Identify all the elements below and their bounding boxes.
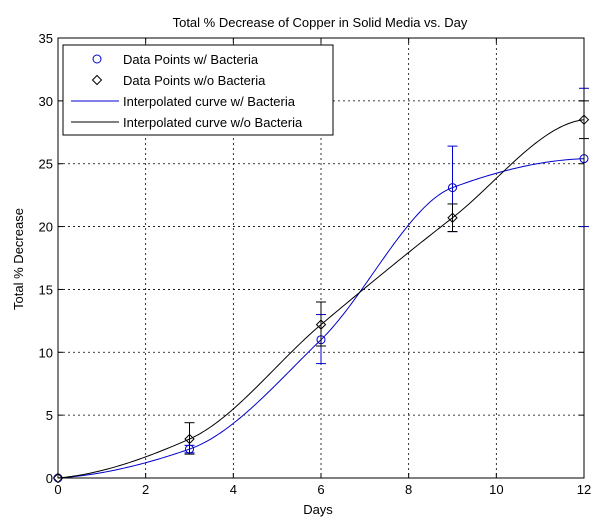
y-tick-label: 30 bbox=[39, 94, 53, 109]
legend-label: Data Points w/ Bacteria bbox=[123, 52, 259, 67]
data-point-diamond bbox=[315, 319, 327, 330]
legend-label: Data Points w/o Bacteria bbox=[123, 73, 266, 88]
x-tick-label: 10 bbox=[489, 482, 503, 497]
y-tick-label: 20 bbox=[39, 220, 53, 235]
y-axis-label: Total % Decrease bbox=[11, 208, 26, 310]
grid bbox=[58, 38, 584, 478]
x-tick-label: 2 bbox=[142, 482, 149, 497]
x-tick-label: 12 bbox=[577, 482, 591, 497]
x-tick-label: 4 bbox=[230, 482, 237, 497]
plot-frame bbox=[57, 37, 585, 479]
y-tick-label: 15 bbox=[39, 282, 53, 297]
y-tick-label: 0 bbox=[46, 471, 53, 486]
legend: Data Points w/ Bacteria Data Points w/o B… bbox=[62, 44, 334, 136]
y-tick-label: 5 bbox=[46, 408, 53, 423]
data-point-diamond bbox=[52, 472, 64, 484]
legend-label: Interpolated curve w/o Bacteria bbox=[123, 115, 303, 130]
y-tick-label: 25 bbox=[39, 157, 53, 172]
data-point-diamond bbox=[184, 433, 195, 445]
y-tick-label: 35 bbox=[39, 31, 53, 46]
legend-marker-diamond bbox=[91, 74, 103, 86]
legend-box bbox=[62, 44, 334, 136]
x-tick-label: 6 bbox=[317, 482, 324, 497]
x-tick-label: 0 bbox=[54, 482, 61, 497]
legend-label: Interpolated curve w/ Bacteria bbox=[123, 94, 296, 109]
chart-title: Total % Decrease of Copper in Solid Medi… bbox=[173, 15, 468, 30]
x-tick-label: 8 bbox=[405, 482, 412, 497]
legend-marker-circle bbox=[92, 54, 102, 64]
data-point-diamond bbox=[447, 212, 458, 223]
y-tick-label: 10 bbox=[39, 345, 53, 360]
x-axis-label: Days bbox=[303, 502, 333, 517]
data-point-circle bbox=[448, 183, 457, 193]
